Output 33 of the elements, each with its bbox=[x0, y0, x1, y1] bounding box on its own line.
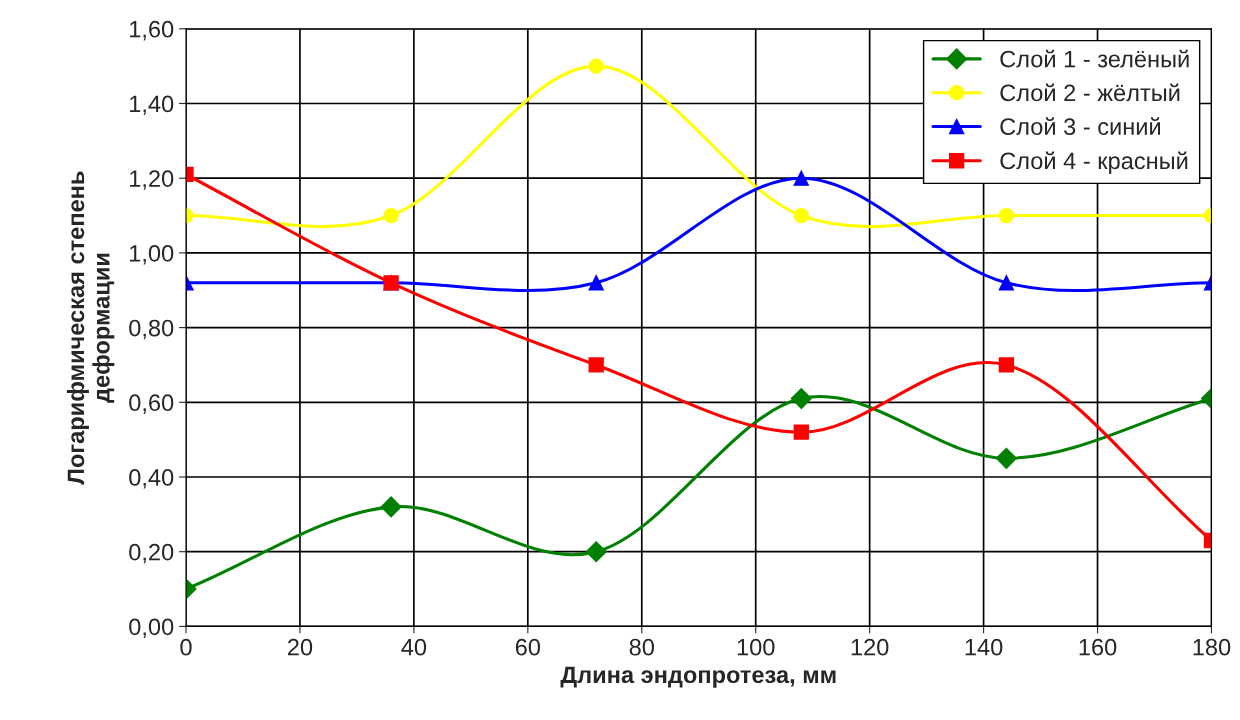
point bbox=[588, 357, 604, 373]
point bbox=[588, 58, 604, 74]
y-tick-label: 0,00 bbox=[129, 618, 174, 638]
x-tick-label: 60 bbox=[515, 638, 541, 656]
x-tick-label: 100 bbox=[737, 638, 775, 656]
x-tick-label: 20 bbox=[288, 638, 313, 656]
point bbox=[585, 541, 607, 563]
y-axis-title: Логарифмическая степень деформации bbox=[66, 171, 115, 485]
x-axis-title: Длина эндопротеза, мм bbox=[560, 666, 836, 688]
point bbox=[790, 388, 812, 410]
legend-label: Слой 2 - жёлтый bbox=[1000, 83, 1180, 102]
x-tick-label: 120 bbox=[851, 638, 889, 656]
y-tick-label: 0,40 bbox=[129, 469, 174, 489]
x-tick-label: 80 bbox=[629, 638, 654, 656]
y-tick-label: 1,00 bbox=[130, 244, 174, 265]
x-tick-label: 180 bbox=[1193, 638, 1231, 656]
legend-label: Слой 3 - синий bbox=[1000, 117, 1161, 136]
point bbox=[793, 207, 809, 224]
x-tick-label: 160 bbox=[1079, 638, 1117, 656]
y-tick-label: 0,20 bbox=[129, 543, 174, 564]
y-tick-label: 0,60 bbox=[129, 394, 174, 414]
y-tick-label: 0,80 bbox=[129, 319, 174, 340]
point bbox=[588, 275, 604, 291]
x-tick-label: 40 bbox=[401, 638, 427, 656]
y-tick-label: 1,60 bbox=[130, 20, 174, 41]
point bbox=[793, 170, 809, 186]
legend-label: Слой 1 - зелёный bbox=[1000, 49, 1189, 68]
x-tick-label: 0 bbox=[180, 638, 192, 656]
x-tick-label: 140 bbox=[965, 638, 1003, 656]
y-tick-label: 1,20 bbox=[130, 170, 174, 190]
y-tick-label: 1,40 bbox=[130, 95, 174, 116]
point bbox=[793, 424, 809, 440]
legend-label: Слой 4 - красный bbox=[1000, 151, 1188, 174]
